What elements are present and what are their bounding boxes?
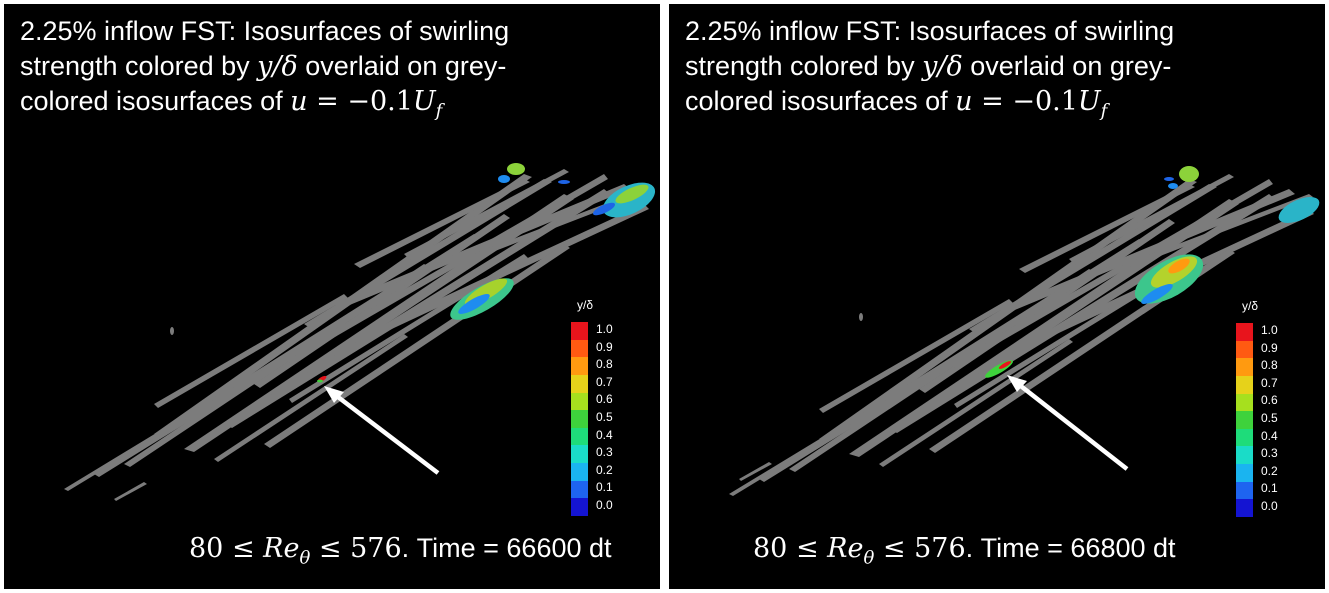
- panel-caption: 2.25% inflow FST: Isosurfaces of swirlin…: [20, 14, 580, 128]
- legend-tick-label: 0.2: [596, 462, 613, 477]
- footer-reynolds-time: 80 ≤ Reθ ≤ 576. Time = 66800 dt: [753, 531, 1176, 575]
- legend-labels: 1.0 0.9 0.8 0.7 0.6 0.5 0.4 0.3 0.2 0.1 0.0: [596, 321, 632, 515]
- grey-isosurfaces: [64, 169, 649, 501]
- math-U: U: [1077, 86, 1101, 117]
- colorbar-swatch: [1236, 323, 1253, 341]
- legend-tick-label: 0.4: [1261, 428, 1278, 443]
- legend-tick-label: 0.6: [1261, 393, 1278, 408]
- colorbar-swatch: [571, 445, 588, 463]
- math-y-delta: y/δ: [257, 51, 298, 82]
- grey-isosurfaces: [729, 174, 1314, 496]
- swirling-strength-isosurfaces: [317, 163, 656, 383]
- caption-line-2: strength colored by y/δ overlaid on grey…: [685, 49, 1245, 84]
- math-text: ≤ 576: [310, 532, 402, 564]
- colorbar-swatch: [571, 463, 588, 481]
- math-text: 80 ≤: [189, 532, 264, 564]
- math-u: u: [290, 86, 308, 117]
- caption-text: strength colored by: [685, 51, 923, 81]
- caption-line-1: 2.25% inflow FST: Isosurfaces of swirlin…: [20, 16, 510, 46]
- colorbar-swatch: [571, 480, 588, 499]
- colorbar-swatch: [571, 374, 588, 393]
- legend-title: y/δ: [1242, 299, 1259, 313]
- math-Re: Re: [827, 532, 864, 564]
- colorbar-swatch: [1236, 411, 1253, 429]
- time-text: . Time = 66600 dt: [401, 532, 612, 563]
- legend-title: y/δ: [577, 298, 594, 312]
- math-text: ≤ 576: [874, 532, 966, 564]
- caption-line-3: colored isosurfaces of u = −0.1Uf: [20, 84, 580, 128]
- colorbar-swatch: [1236, 340, 1253, 359]
- colorbar-swatch: [571, 410, 588, 428]
- colorbar-swatch: [571, 357, 588, 375]
- legend-tick-label: 0.3: [1261, 446, 1278, 461]
- legend-tick-label: 0.0: [596, 497, 613, 512]
- legend-tick-label: 0.5: [1261, 410, 1278, 425]
- colorbar-swatch: [1236, 499, 1253, 517]
- legend-tick-label: 0.2: [1261, 463, 1278, 478]
- legend-tick-label: 1.0: [596, 322, 613, 336]
- caption-text: overlaid on grey-: [962, 51, 1172, 81]
- time-text: . Time = 66800 dt: [965, 532, 1176, 563]
- colorbar-swatch: [1236, 375, 1253, 394]
- math-y-delta: y/δ: [922, 51, 963, 82]
- caption-text: colored isosurfaces of: [685, 86, 956, 116]
- math-equals: = −0.1: [307, 86, 413, 117]
- caption-text: overlaid on grey-: [297, 51, 507, 81]
- legend-tick-label: 0.3: [596, 445, 613, 460]
- legend-tick-label: 0.7: [1261, 375, 1278, 390]
- math-subscript-theta: θ: [299, 547, 311, 568]
- colorbar: [1236, 323, 1253, 517]
- legend-tick-label: 0.4: [596, 427, 613, 442]
- math-subscript-f: f: [435, 100, 443, 122]
- math-text: 80 ≤: [753, 532, 828, 564]
- math-Re: Re: [263, 532, 300, 564]
- legend-tick-label: 1.0: [1261, 323, 1278, 337]
- colorbar-swatch: [1236, 481, 1253, 500]
- colorbar-swatch: [571, 322, 588, 340]
- legend-labels: 1.0 0.9 0.8 0.7 0.6 0.5 0.4 0.3 0.2 0.1 0.0: [1261, 322, 1297, 516]
- math-equals: = −0.1: [972, 86, 1078, 117]
- arrow-indicator: [324, 386, 440, 475]
- caption-line-1: 2.25% inflow FST: Isosurfaces of swirlin…: [685, 16, 1175, 46]
- math-u: u: [955, 86, 973, 117]
- legend-tick-label: 0.9: [596, 339, 613, 354]
- math-subscript-f: f: [1100, 100, 1108, 122]
- math-subscript-theta: θ: [863, 547, 875, 568]
- caption-text: colored isosurfaces of: [20, 86, 291, 116]
- caption-line-3: colored isosurfaces of u = −0.1Uf: [685, 84, 1245, 128]
- footer-reynolds-time: 80 ≤ Reθ ≤ 576. Time = 66600 dt: [189, 531, 612, 575]
- caption-text: strength colored by: [20, 51, 258, 81]
- visualization-panel-right: 2.25% inflow FST: Isosurfaces of swirlin…: [669, 4, 1325, 589]
- math-U: U: [412, 86, 436, 117]
- legend-tick-label: 0.8: [1261, 358, 1278, 373]
- colorbar-legend: y/δ 1.0 0.9 0.8 0.7 0.6 0.5 0.4 0.3 0.2 0.1 0.0: [1230, 299, 1300, 519]
- colorbar-swatch: [1236, 464, 1253, 482]
- arrow-indicator: [1007, 375, 1129, 471]
- visualization-panel-left: 2.25% inflow FST: Isosurfaces of swirlin…: [4, 4, 660, 589]
- legend-tick-label: 0.5: [596, 409, 613, 424]
- isosurface-scene-right: [729, 166, 1320, 496]
- colorbar-swatch: [1236, 428, 1253, 447]
- colorbar-swatch: [571, 339, 588, 358]
- legend-tick-label: 0.6: [596, 392, 613, 407]
- legend-tick-label: 0.1: [596, 480, 613, 495]
- caption-line-2: strength colored by y/δ overlaid on grey…: [20, 49, 580, 84]
- panel-caption: 2.25% inflow FST: Isosurfaces of swirlin…: [685, 14, 1245, 128]
- colorbar-swatch: [571, 427, 588, 446]
- legend-tick-label: 0.1: [1261, 481, 1278, 496]
- colorbar: [571, 322, 588, 516]
- colorbar-legend: y/δ 1.0 0.9 0.8 0.7 0.6 0.5 0.4 0.3 0.2 0.1 0.0: [565, 298, 635, 518]
- colorbar-swatch: [571, 498, 588, 516]
- colorbar-swatch: [1236, 358, 1253, 376]
- legend-tick-label: 0.7: [596, 374, 613, 389]
- colorbar-swatch: [571, 392, 588, 411]
- legend-tick-label: 0.8: [596, 357, 613, 372]
- isosurface-scene-left: [64, 163, 656, 501]
- colorbar-swatch: [1236, 393, 1253, 412]
- colorbar-swatch: [1236, 446, 1253, 464]
- legend-tick-label: 0.0: [1261, 498, 1278, 513]
- legend-tick-label: 0.9: [1261, 340, 1278, 355]
- swirling-strength-isosurfaces: [985, 166, 1320, 378]
